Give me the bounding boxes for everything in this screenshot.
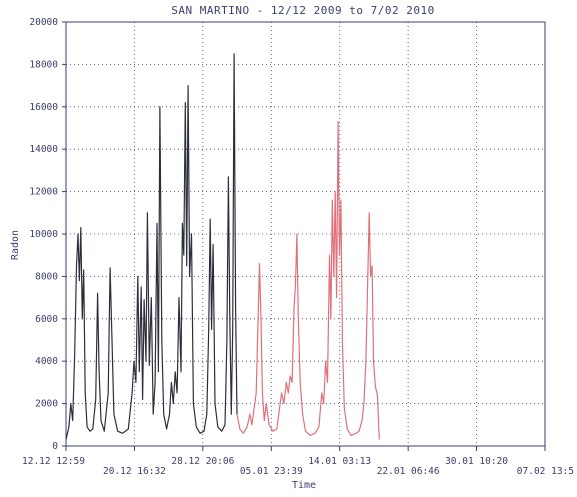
x-tick-label: 05.01 23:39 bbox=[240, 466, 303, 477]
series-layer bbox=[65, 53, 380, 440]
y-tick-label: 0 bbox=[52, 441, 58, 452]
x-tick-label: 07.02 13:5 bbox=[517, 466, 574, 477]
y-tick-label: 2000 bbox=[35, 399, 58, 410]
y-tick-label: 6000 bbox=[35, 314, 58, 325]
series-line-1 bbox=[65, 53, 238, 440]
x-axis-ticks: 12.12 12:59 20.12 16:32 28.12 20:06 05.01 2… bbox=[22, 446, 574, 477]
grid bbox=[66, 22, 545, 446]
plot-frame bbox=[65, 21, 546, 447]
x-tick-label: 30.01 10:20 bbox=[445, 456, 508, 467]
x-tick-label: 14.01 03:13 bbox=[308, 456, 371, 467]
x-tick-label: 22.01 06:46 bbox=[377, 466, 440, 477]
x-tick-label: 20.12 16:32 bbox=[103, 466, 166, 477]
y-tick-label: 10000 bbox=[29, 229, 58, 240]
y-tick-label: 8000 bbox=[35, 271, 58, 282]
y-tick-label: 12000 bbox=[29, 187, 58, 198]
series-line-2 bbox=[236, 121, 380, 440]
chart-title: SAN MARTINO - 12/12 2009 to 7/02 2010 bbox=[171, 4, 435, 17]
y-axis-label: Radon bbox=[10, 230, 21, 260]
y-tick-label: 16000 bbox=[29, 102, 58, 113]
y-tick-label: 18000 bbox=[29, 59, 58, 70]
x-axis-label: Time bbox=[292, 480, 316, 491]
y-tick-label: 14000 bbox=[29, 144, 58, 155]
x-tick-label: 28.12 20:06 bbox=[171, 456, 234, 467]
y-tick-label: 4000 bbox=[35, 356, 58, 367]
y-tick-label: 20000 bbox=[29, 17, 58, 28]
y-axis-ticks: 0 2000 4000 6000 8000 10000 12000 14000 16000 180… bbox=[29, 17, 66, 452]
x-tick-label: 12.12 12:59 bbox=[22, 456, 85, 467]
